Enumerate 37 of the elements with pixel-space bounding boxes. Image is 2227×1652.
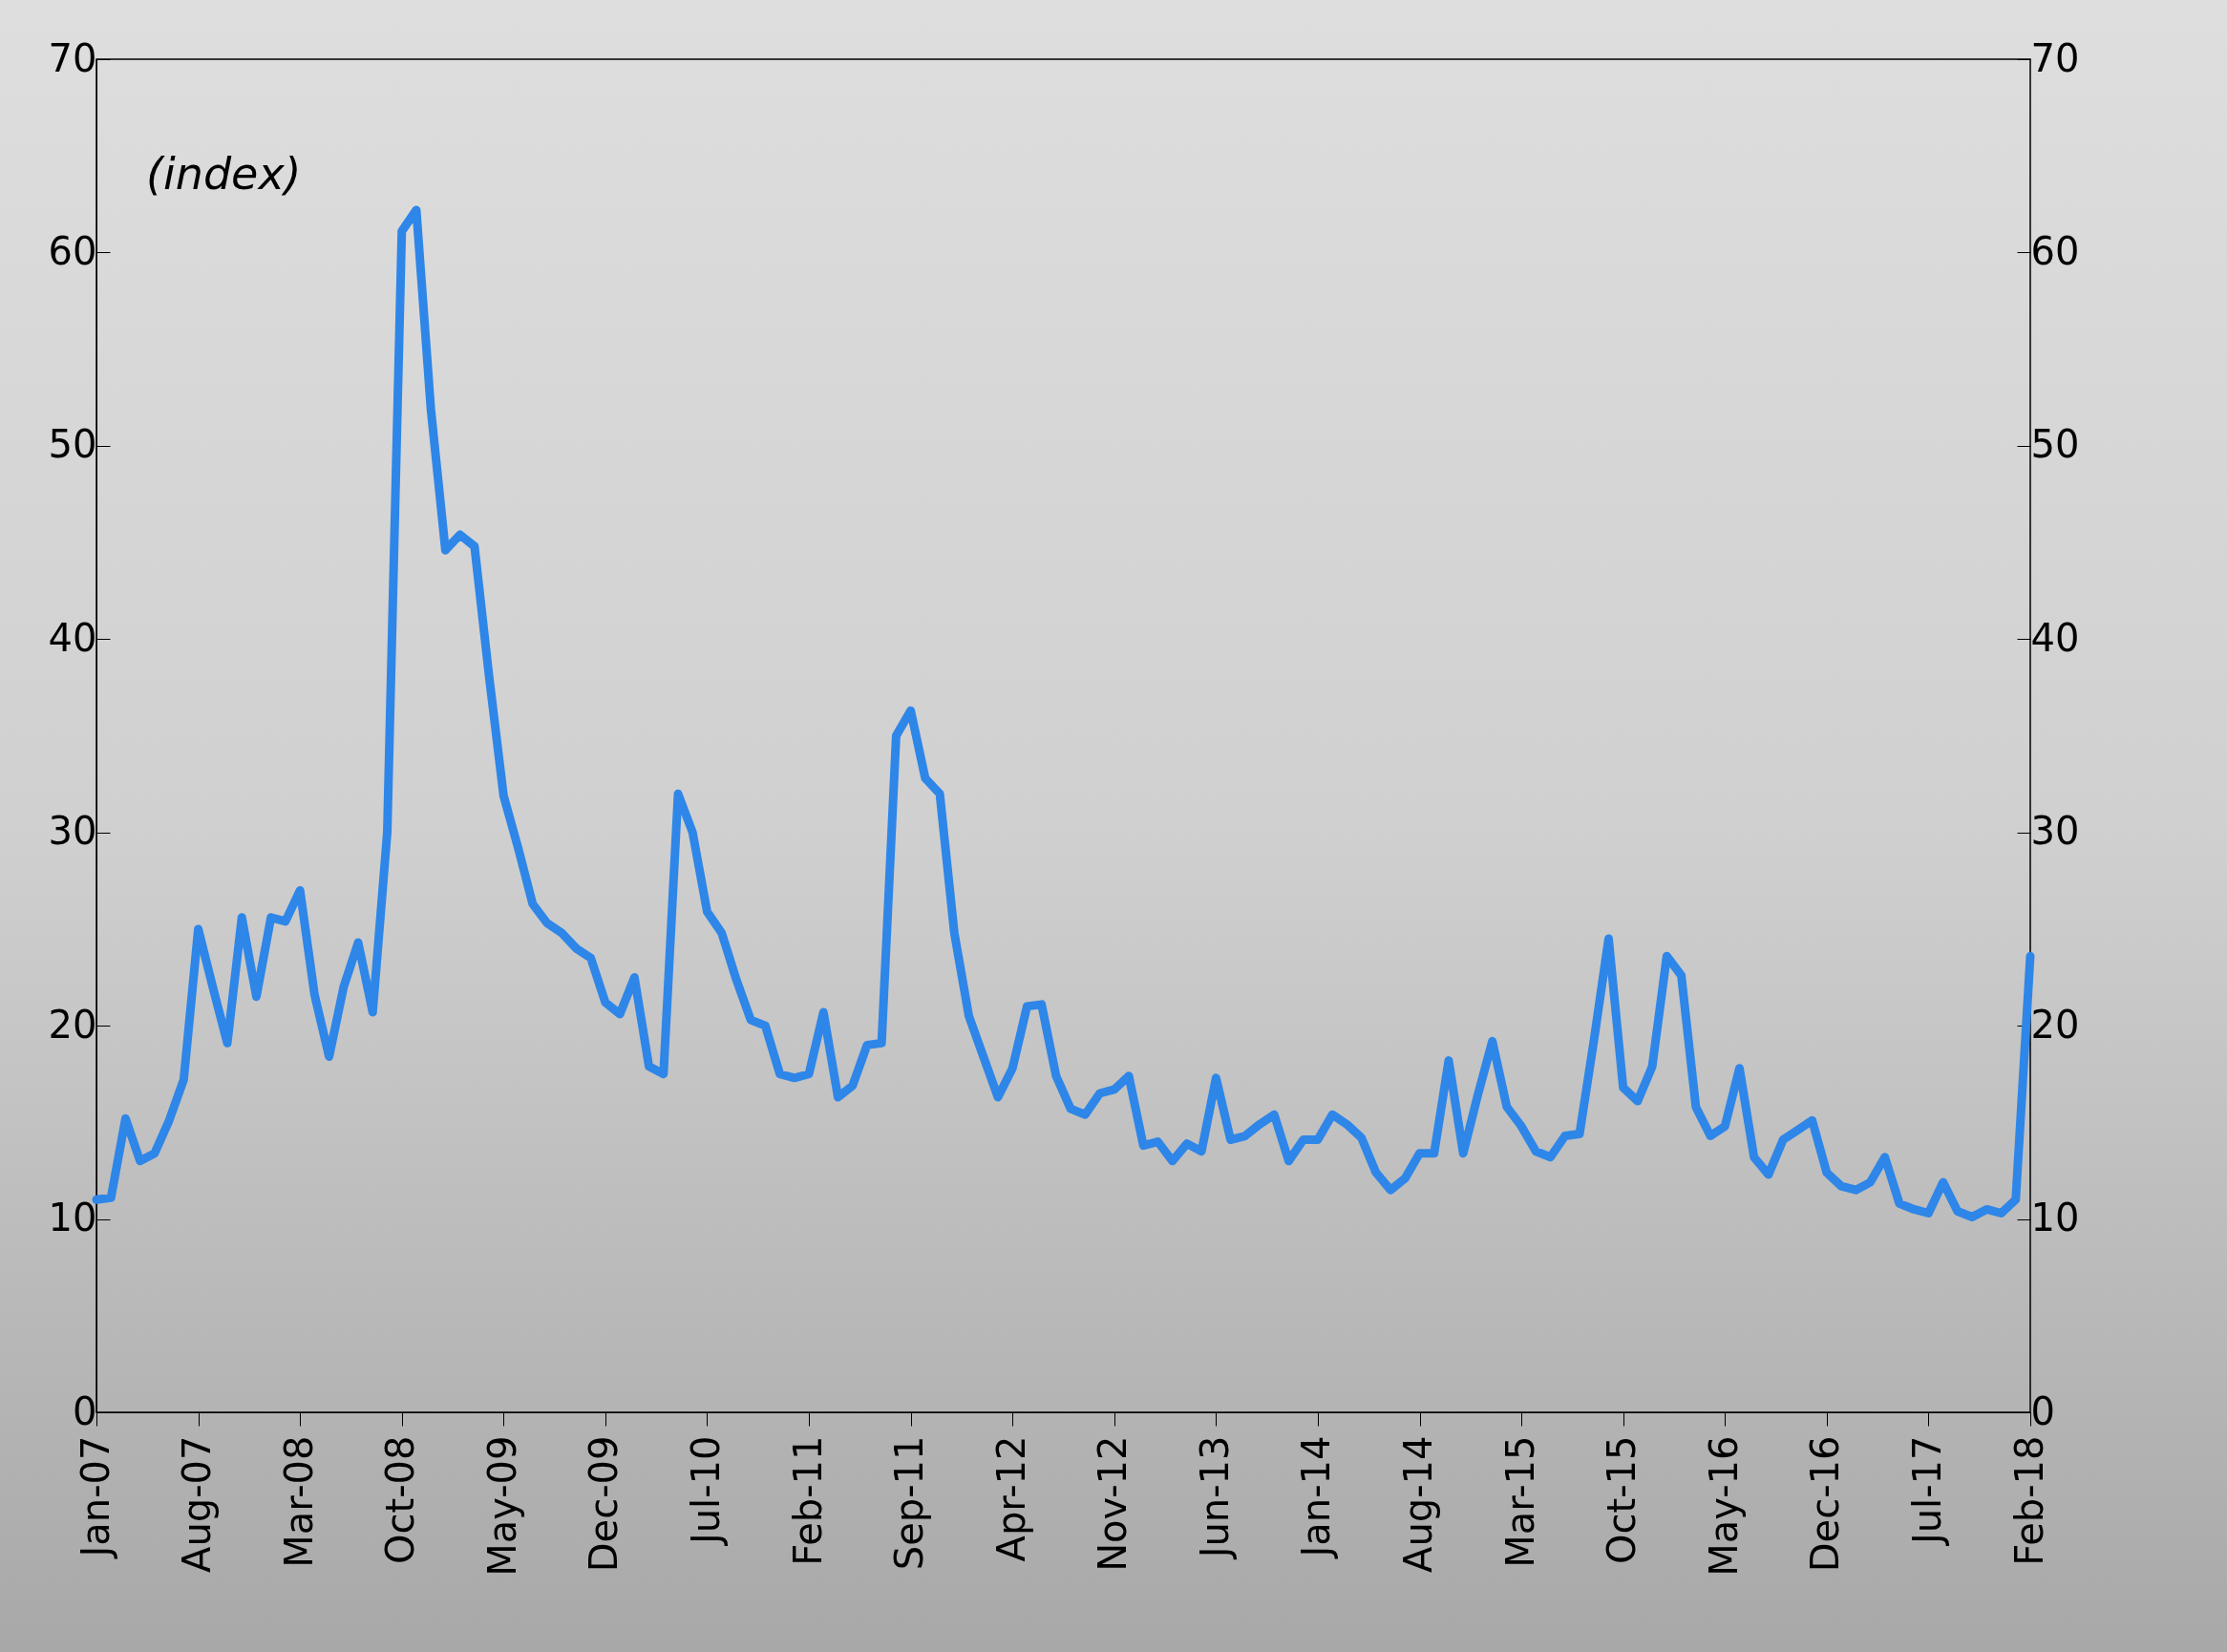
y-tick-label: 10: [48, 1196, 97, 1240]
x-tick-label: Aug-14: [1396, 1435, 1441, 1573]
x-tick-label: Nov-12: [1091, 1435, 1135, 1572]
x-tick-label: Jul-10: [683, 1435, 728, 1548]
y-tick-label: 70: [48, 35, 97, 80]
x-tick-label: Dec-16: [1803, 1435, 1848, 1573]
y-tick-label: 50: [48, 422, 97, 467]
y2-tick-label: 30: [2030, 809, 2080, 854]
y-tick-label: 20: [48, 1002, 97, 1047]
y-tick-label: 30: [48, 809, 97, 854]
y-tick-label: 60: [48, 228, 97, 273]
x-tick-label: Oct-08: [378, 1435, 423, 1564]
x-tick-label: Mar-08: [276, 1435, 321, 1568]
x-tick-label: Mar-15: [1497, 1435, 1542, 1568]
y2-tick-label: 10: [2030, 1196, 2080, 1240]
x-tick-label: Feb-18: [2006, 1435, 2051, 1566]
x-tick-label: Feb-11: [785, 1435, 830, 1566]
x-tick-label: Jan-14: [1294, 1435, 1339, 1560]
x-tick-label: Jul-17: [1904, 1435, 1949, 1548]
y2-tick-label: 40: [2030, 615, 2080, 660]
y2-tick-label: 70: [2030, 35, 2080, 80]
x-tick-label: Sep-11: [887, 1435, 932, 1571]
y2-tick-label: 20: [2030, 1002, 2080, 1047]
y-tick-label: 0: [73, 1388, 97, 1433]
x-tick-label: May-16: [1701, 1435, 1746, 1577]
x-tick-label: Jun-13: [1192, 1435, 1237, 1561]
x-tick-label: Apr-12: [988, 1435, 1033, 1562]
y2-tick-label: 50: [2030, 422, 2080, 467]
x-tick-label: May-09: [479, 1435, 524, 1577]
text: (index): [146, 148, 302, 200]
y-tick-label: 40: [48, 615, 97, 660]
y2-tick-label: 60: [2030, 228, 2080, 273]
x-tick-label: Jan-07: [73, 1435, 117, 1560]
x-tick-label: Oct-15: [1600, 1435, 1644, 1564]
x-tick-label: Aug-07: [175, 1435, 220, 1573]
x-tick-label: Dec-09: [582, 1435, 626, 1573]
y2-tick-label: 0: [2030, 1388, 2055, 1433]
